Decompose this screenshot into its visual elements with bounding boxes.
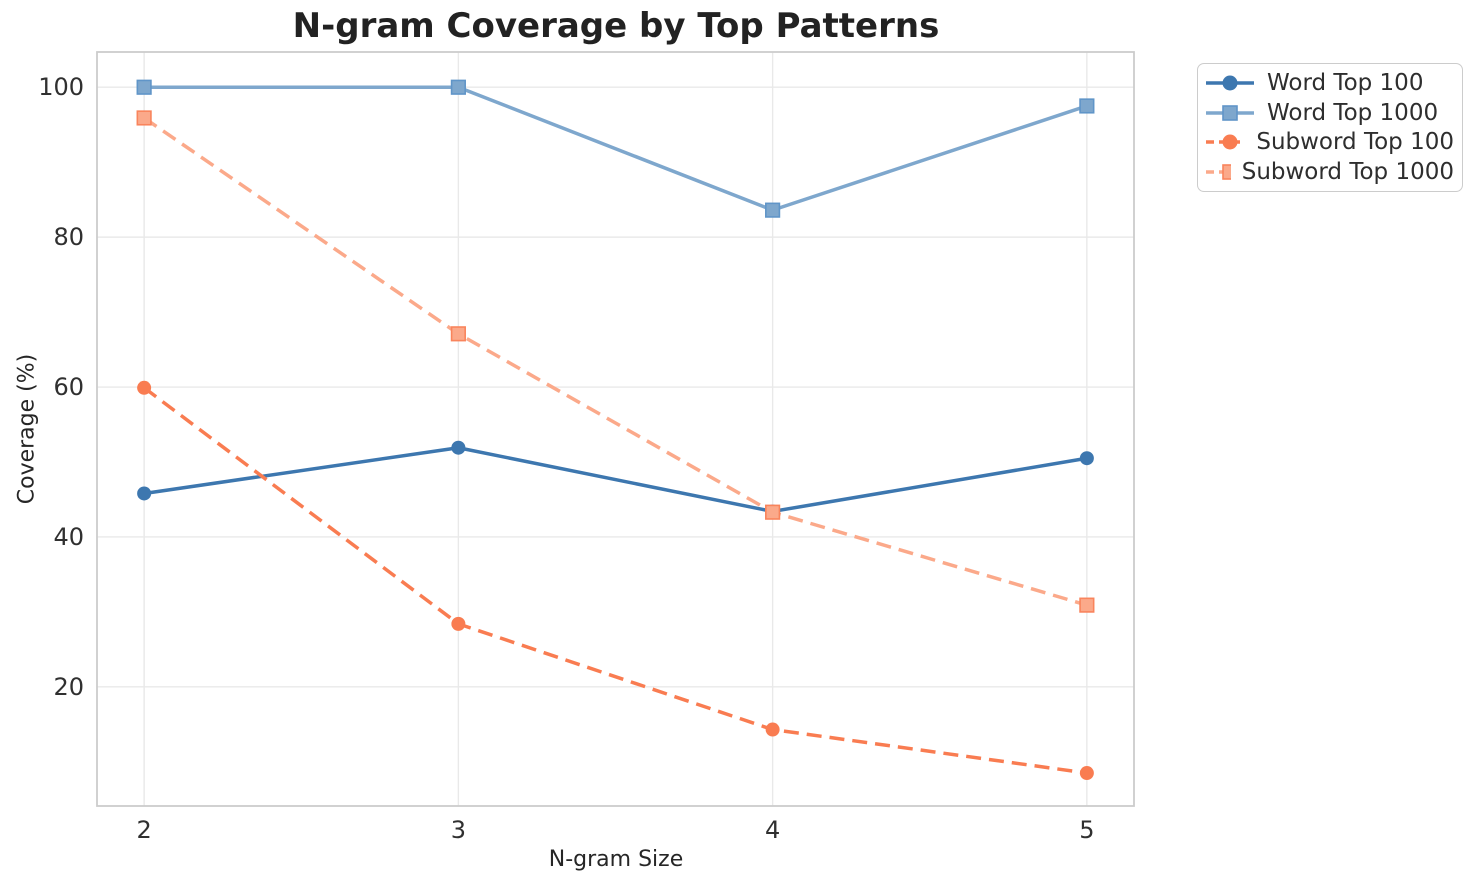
legend-label: Word Top 100 [1267,69,1424,96]
data-point-subword-top-1000 [765,504,781,520]
data-point-word-top-1000 [765,202,781,218]
chart-title: N-gram Coverage by Top Patterns [292,6,940,46]
data-point-subword-top-100 [765,722,780,737]
x-tick-label-2: 2 [136,816,152,844]
series-word-top-1000 [136,79,1095,218]
legend-label: Subword Top 100 [1256,129,1454,156]
legend: Word Top 100 Word Top 1000 Subword Top 100… [1197,63,1463,192]
data-point-subword-top-100 [451,616,466,631]
data-point-word-top-1000 [450,79,466,95]
y-tick-label-100: 100 [38,73,84,102]
legend-marker-subword-top-100 [1206,134,1246,150]
legend-marker-word-top-1000 [1206,104,1254,121]
series-line-subword-top-1000 [143,116,1088,607]
data-point-subword-top-1000 [450,326,466,342]
legend-marker-subword-top-1000 [1206,164,1231,180]
legend-item-word-top-1000: Word Top 1000 [1204,98,1454,127]
x-tick-label-3: 3 [450,816,467,844]
data-point-word-top-1000 [136,79,152,95]
legend-item-word-top-100: Word Top 100 [1204,68,1454,97]
series-subword-top-100 [137,380,1094,781]
axes-spines [96,51,1135,807]
series-subword-top-1000 [136,110,1095,613]
data-point-word-top-100 [1079,451,1094,466]
legend-label: Subword Top 1000 [1241,159,1454,186]
series-line-word-top-1000 [144,85,1088,212]
legend-label: Word Top 1000 [1267,99,1439,126]
y-tick-label-60: 60 [53,373,84,402]
data-point-subword-top-100 [137,380,152,395]
x-tick-label-4: 4 [764,816,781,844]
legend-item-subword-top-1000: Subword Top 1000 [1204,158,1454,187]
data-point-word-top-1000 [1079,98,1095,114]
legend-marker-word-top-100 [1206,75,1254,91]
data-point-subword-top-1000 [1079,597,1095,613]
x-axis-label: N-gram Size [548,847,684,872]
x-tick-label-5: 5 [1079,816,1095,844]
y-tick-label-20: 20 [53,672,84,701]
plot-area [97,52,1134,806]
series-line-word-top-100 [143,445,1088,514]
legend-item-subword-top-100: Subword Top 100 [1204,128,1454,157]
y-tick-label-40: 40 [53,522,84,551]
data-point-word-top-100 [137,486,152,501]
y-tick-label-80: 80 [53,223,84,252]
data-point-subword-top-100 [1079,766,1094,781]
series-line-subword-top-100 [143,386,1088,775]
data-point-word-top-100 [451,440,466,455]
data-point-subword-top-1000 [136,110,152,126]
